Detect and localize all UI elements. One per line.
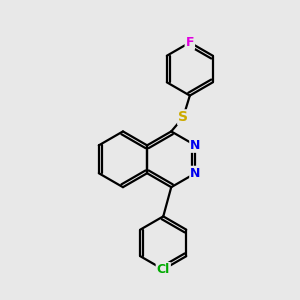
Text: S: S bbox=[178, 110, 188, 124]
Text: N: N bbox=[190, 167, 201, 180]
Text: N: N bbox=[190, 139, 201, 152]
Text: Cl: Cl bbox=[157, 263, 170, 276]
Text: F: F bbox=[186, 36, 194, 49]
